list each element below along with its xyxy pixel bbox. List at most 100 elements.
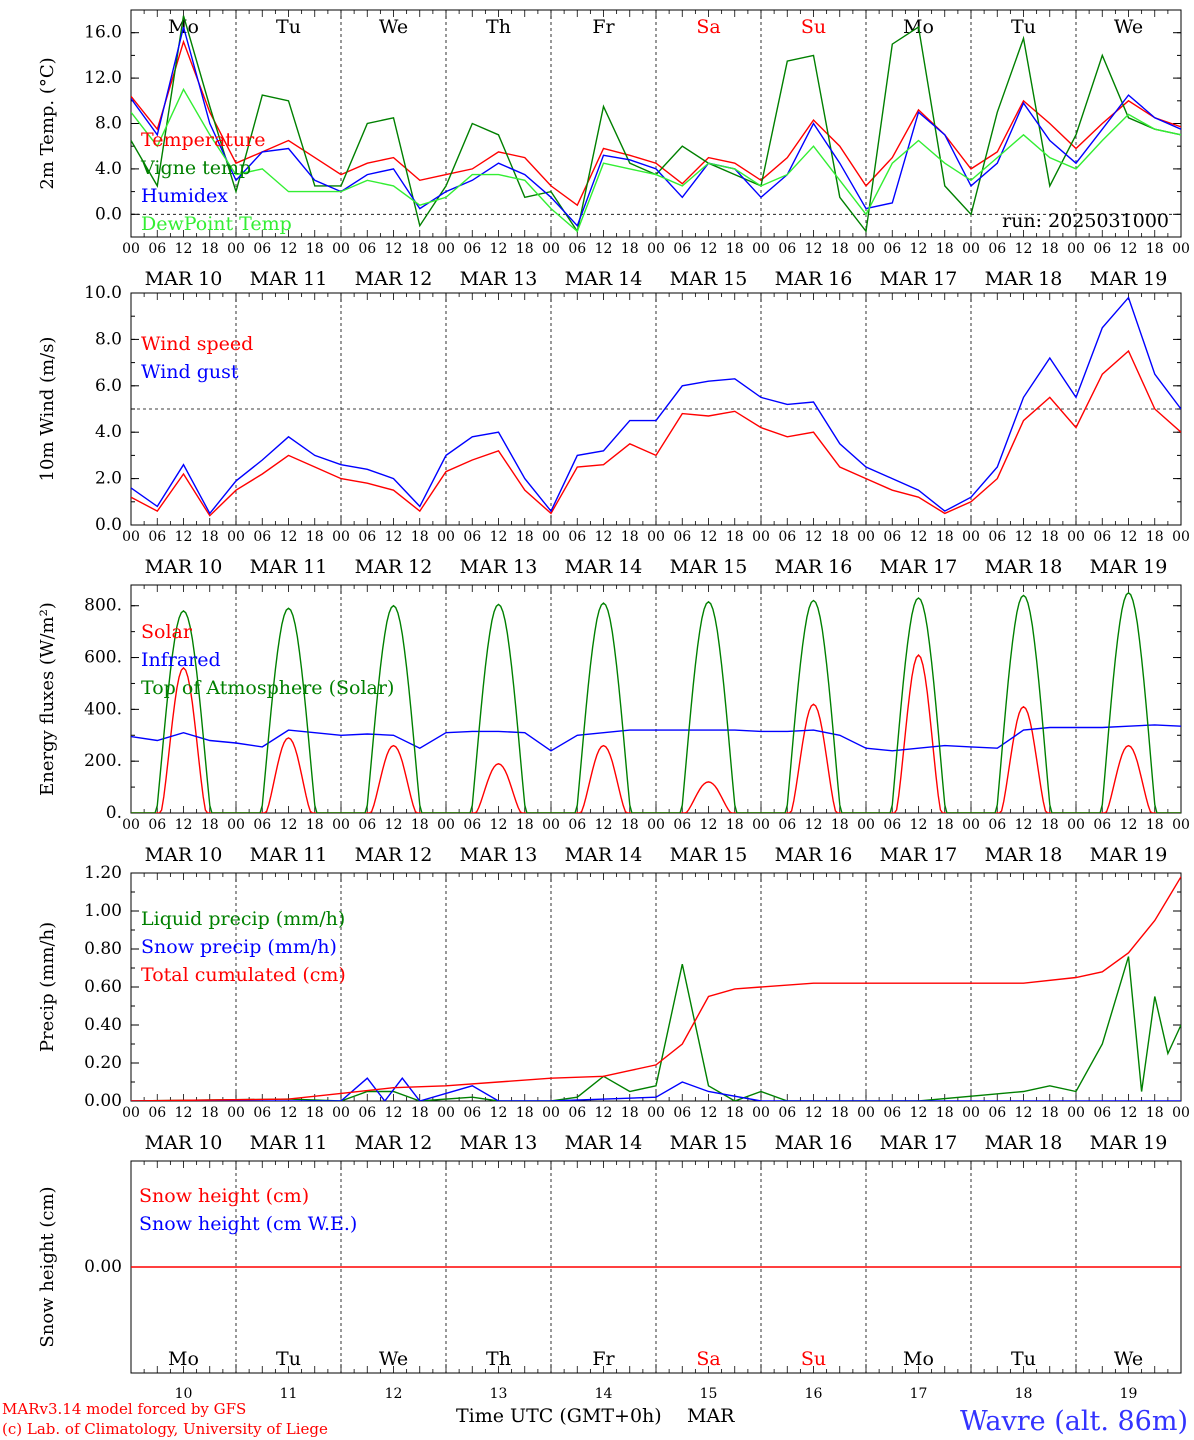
x-hour-label: 12 — [280, 817, 298, 833]
x-hour-label: 18 — [831, 817, 849, 833]
x-hour-label: 18 — [516, 529, 534, 545]
x-hour-label: 18 — [1146, 817, 1164, 833]
date-number-label: 11 — [280, 1386, 298, 1402]
x-hour-label: 18 — [411, 1105, 429, 1121]
y-tick-label: 0.60 — [84, 977, 122, 997]
x-hour-label: 06 — [988, 529, 1006, 545]
legend-entry: Vigne temp — [140, 157, 251, 179]
y-tick-label: 12.0 — [84, 68, 122, 88]
x-hour-label: 06 — [988, 241, 1006, 257]
x-hour-label: 12 — [1015, 241, 1033, 257]
x-date-label: MAR 10 — [145, 268, 223, 290]
legend-entry: Humidex — [141, 185, 228, 207]
x-date-label: MAR 14 — [565, 844, 643, 866]
x-hour-label: 12 — [910, 529, 928, 545]
lab-credit: (c) Lab. of Climatology, University of L… — [2, 1420, 328, 1438]
model-credit: MARv3.14 model forced by GFS — [2, 1400, 246, 1418]
x-hour-label: 12 — [1015, 529, 1033, 545]
x-date-label: MAR 10 — [145, 556, 223, 578]
x-date-label: MAR 18 — [985, 556, 1063, 578]
y-tick-label: 4.0 — [95, 159, 122, 179]
run-annotation: run: 2025031000 — [1002, 210, 1169, 232]
day-abbr-label: Th — [486, 1348, 511, 1370]
x-hour-label: 00 — [647, 817, 665, 833]
x-date-label: MAR 11 — [250, 844, 328, 866]
day-abbr-label: We — [379, 16, 408, 38]
x-date-label: MAR 16 — [775, 556, 853, 578]
x-date-label: MAR 17 — [880, 556, 958, 578]
x-hour-label: 00 — [857, 241, 875, 257]
legend-entry: Infrared — [141, 649, 221, 671]
x-hour-label: 12 — [1120, 241, 1138, 257]
x-hour-label: 12 — [910, 1105, 928, 1121]
date-number-label: 13 — [490, 1386, 508, 1402]
x-hour-label: 06 — [568, 817, 586, 833]
x-hour-label: 06 — [673, 529, 691, 545]
panel-3: 0. 200. 400. 600. 800. Energy fluxes (W/m²) 00… — [37, 584, 1190, 866]
x-date-label: MAR 14 — [565, 556, 643, 578]
day-abbr-label: Mo — [903, 1348, 934, 1370]
y-tick-label: 16.0 — [84, 23, 122, 43]
y-tick-label: 6.0 — [95, 376, 122, 396]
x-hour-label: 12 — [385, 241, 403, 257]
x-hour-label: 12 — [175, 241, 193, 257]
x-hour-label: 00 — [542, 241, 560, 257]
y-axis-label: Snow height (cm) — [37, 1186, 58, 1347]
y-axis-label: 10m Wind (m/s) — [37, 337, 58, 482]
y-axis-label: Precip (mm/h) — [37, 922, 58, 1052]
x-hour-label: 18 — [516, 817, 534, 833]
day-abbr-label: Tu — [1011, 16, 1036, 38]
x-hour-label: 00 — [1172, 241, 1190, 257]
x-hour-label: 00 — [332, 241, 350, 257]
footer: MARv3.14 model forced by GFS (c) Lab. of… — [2, 1400, 1188, 1438]
x-hour-label: 12 — [805, 1105, 823, 1121]
x-hour-label: 00 — [437, 817, 455, 833]
y-tick-label: 10.0 — [84, 283, 122, 303]
day-abbr-label: We — [1114, 1348, 1143, 1370]
x-hour-label: 12 — [1120, 529, 1138, 545]
x-hour-label: 12 — [595, 529, 613, 545]
x-hour-label: 06 — [1093, 1105, 1111, 1121]
x-hour-label: 18 — [1041, 817, 1059, 833]
x-hour-label: 18 — [306, 529, 324, 545]
x-hour-label: 06 — [358, 1105, 376, 1121]
x-date-label: MAR 14 — [565, 268, 643, 290]
x-date-label: MAR 11 — [250, 556, 328, 578]
x-hour-label: 00 — [437, 1105, 455, 1121]
legend-entry: Solar — [141, 621, 193, 643]
x-date-label: MAR 15 — [670, 268, 748, 290]
x-date-label: MAR 11 — [250, 268, 328, 290]
y-tick-label: 400. — [84, 699, 122, 719]
day-abbr-label: Sa — [696, 16, 720, 38]
x-hour-label: 18 — [831, 1105, 849, 1121]
legend-entry: DewPoint Temp — [141, 213, 292, 235]
x-date-label: MAR 13 — [460, 556, 538, 578]
station-name: Wavre (alt. 86m) — [960, 1406, 1188, 1437]
x-hour-label: 00 — [962, 1105, 980, 1121]
x-hour-label: 00 — [122, 817, 140, 833]
x-hour-label: 18 — [726, 529, 744, 545]
x-hour-label: 18 — [726, 241, 744, 257]
x-date-label: MAR 12 — [355, 268, 433, 290]
x-hour-label: 12 — [280, 1105, 298, 1121]
x-hour-label: 12 — [910, 241, 928, 257]
x-hour-label: 00 — [647, 529, 665, 545]
legend-entry: Wind gust — [141, 361, 239, 383]
legend-entry: Total cumulated (cm) — [141, 964, 346, 986]
x-hour-label: 00 — [1067, 241, 1085, 257]
x-hour-label: 18 — [1146, 241, 1164, 257]
y-tick-label: 0.20 — [84, 1053, 122, 1073]
x-hour-label: 18 — [1041, 1105, 1059, 1121]
x-hour-label: 12 — [805, 529, 823, 545]
x-date-label: MAR 13 — [460, 1132, 538, 1154]
panel-2: 0.0 2.0 4.0 6.0 8.0 10.0 10m Wind (m/s) 00 06 12 1… — [37, 283, 1190, 578]
y-tick-label: 0.00 — [84, 1091, 122, 1111]
y-tick-label: 8.0 — [95, 114, 122, 134]
x-hour-label: 18 — [306, 1105, 324, 1121]
series-line-0 — [131, 349, 1181, 517]
x-hour-label: 00 — [857, 529, 875, 545]
x-hour-label: 06 — [778, 241, 796, 257]
x-hour-label: 12 — [280, 529, 298, 545]
x-date-label: MAR 12 — [355, 844, 433, 866]
